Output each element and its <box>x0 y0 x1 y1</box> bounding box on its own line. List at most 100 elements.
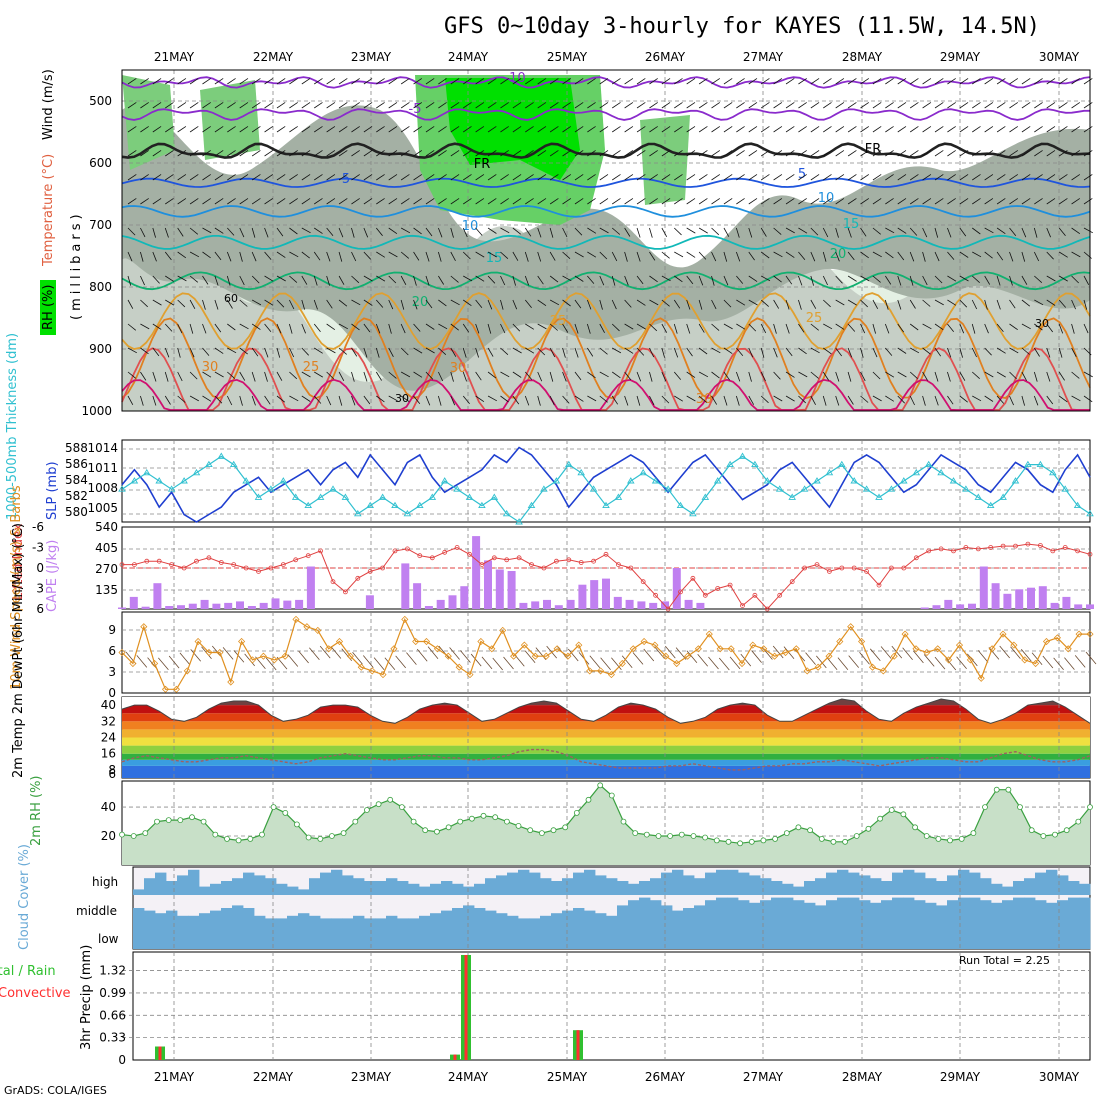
li-marker <box>963 545 969 550</box>
wind-barb <box>860 227 867 237</box>
wind-barb <box>748 251 755 261</box>
wind-barb <box>661 78 671 85</box>
wind-barb <box>847 371 852 382</box>
wind-barb <box>475 102 485 109</box>
cloud-cell-low <box>455 921 467 949</box>
wind-barb <box>698 251 707 260</box>
wind-marker <box>216 648 224 657</box>
wind-barb <box>326 323 336 331</box>
wind-barb <box>152 251 157 262</box>
rh-marker <box>189 814 195 821</box>
thickness-marker <box>180 477 188 484</box>
wind-barb <box>823 78 832 85</box>
cloud-cell-high <box>408 883 420 895</box>
rh-marker <box>165 817 172 823</box>
wind-barb <box>512 198 522 205</box>
wind-barb <box>537 251 542 262</box>
thickness-marker <box>416 501 424 509</box>
wind-barb <box>500 275 506 286</box>
wind-barb <box>1046 275 1056 282</box>
wind-barb <box>698 150 708 157</box>
wind-barb <box>487 395 497 402</box>
wind-barb <box>674 251 684 258</box>
wind-barb <box>1046 227 1051 238</box>
cape-tick: 405 <box>95 541 118 555</box>
cloud-cell-high <box>815 878 827 895</box>
wind-marker <box>553 645 561 653</box>
cloud-cell-low <box>573 921 586 949</box>
thickness-marker <box>1061 485 1069 492</box>
rh-marker <box>317 836 324 842</box>
cloud-cell-low <box>369 921 381 949</box>
cloud-cell-high <box>958 869 970 895</box>
wind-barb <box>338 371 345 381</box>
temperature-contour <box>121 317 1091 400</box>
wind-barb <box>984 227 994 234</box>
cloud-cell-middle <box>287 915 299 921</box>
thickness-marker <box>614 493 623 500</box>
wind-barb <box>599 150 609 157</box>
wind-barb <box>487 102 497 109</box>
cloud-cell-middle <box>232 905 244 921</box>
wind-barb <box>798 174 807 181</box>
wind-marker <box>433 645 441 653</box>
li-marker <box>305 553 311 559</box>
wind-barb <box>686 395 696 402</box>
wind-barb <box>587 126 596 133</box>
li-tick: 0 <box>36 561 44 575</box>
cloud-cell-middle <box>826 900 838 921</box>
wind-barb <box>686 174 696 181</box>
wind-tick: 6 <box>108 644 116 658</box>
cloud-cell-low <box>563 921 575 949</box>
wind-barb <box>214 126 224 133</box>
cape-bar <box>531 601 540 609</box>
wind-barb <box>1083 275 1090 285</box>
wind-barb <box>872 347 878 358</box>
wind-barb <box>1009 198 1019 205</box>
wind-barb <box>1009 126 1019 133</box>
wind-barb <box>996 275 1001 286</box>
bottom-date-axis: 21MAY 22MAY 23MAY 24MAY 25MAY 26MAY 27MAY 28MAY… <box>154 1070 1080 1084</box>
wind-barb <box>376 102 385 109</box>
wind-barb <box>338 78 348 85</box>
wind-barb <box>140 371 147 381</box>
wind-barb <box>649 78 658 85</box>
cloud-cell-low <box>971 921 983 949</box>
cloud-cell-middle <box>254 915 266 921</box>
wind-marker <box>618 659 626 668</box>
wind-barb <box>388 251 398 258</box>
wind-barb <box>798 323 805 333</box>
rh-marker <box>1028 827 1035 834</box>
li-marker <box>442 549 448 555</box>
cloud-cell-high <box>991 883 1003 895</box>
wind-barb <box>475 395 485 403</box>
li-marker <box>491 555 497 561</box>
cloud-cell-high <box>441 881 453 895</box>
wind-barb <box>835 150 845 157</box>
cloud-cell-middle <box>1013 897 1025 921</box>
wind-barb <box>177 126 187 133</box>
wind-barb <box>189 251 200 258</box>
thickness-marker <box>527 501 536 509</box>
rh-marker <box>877 815 883 822</box>
thickness-marker <box>763 477 772 484</box>
wind-barb <box>959 78 969 85</box>
cloud-cell-high <box>584 869 596 895</box>
thickness-marker <box>887 485 896 492</box>
pressure-tick-label: 700 <box>89 218 112 232</box>
wind-barb <box>1021 126 1031 133</box>
wind-barb <box>127 126 137 133</box>
thickness-marker <box>205 460 213 468</box>
wind-barb <box>636 126 646 133</box>
wind-marker <box>314 626 322 634</box>
cloud-cell-high <box>353 878 365 895</box>
wind-barb <box>748 227 753 238</box>
cape-bar <box>141 606 150 609</box>
wind-marker <box>1010 641 1018 649</box>
wind-barb <box>152 227 156 238</box>
wind-barb <box>1021 174 1031 181</box>
thickness-marker <box>875 493 883 500</box>
wind-barb <box>462 347 467 358</box>
wind-barb <box>947 102 956 109</box>
wind-barb <box>487 227 497 234</box>
